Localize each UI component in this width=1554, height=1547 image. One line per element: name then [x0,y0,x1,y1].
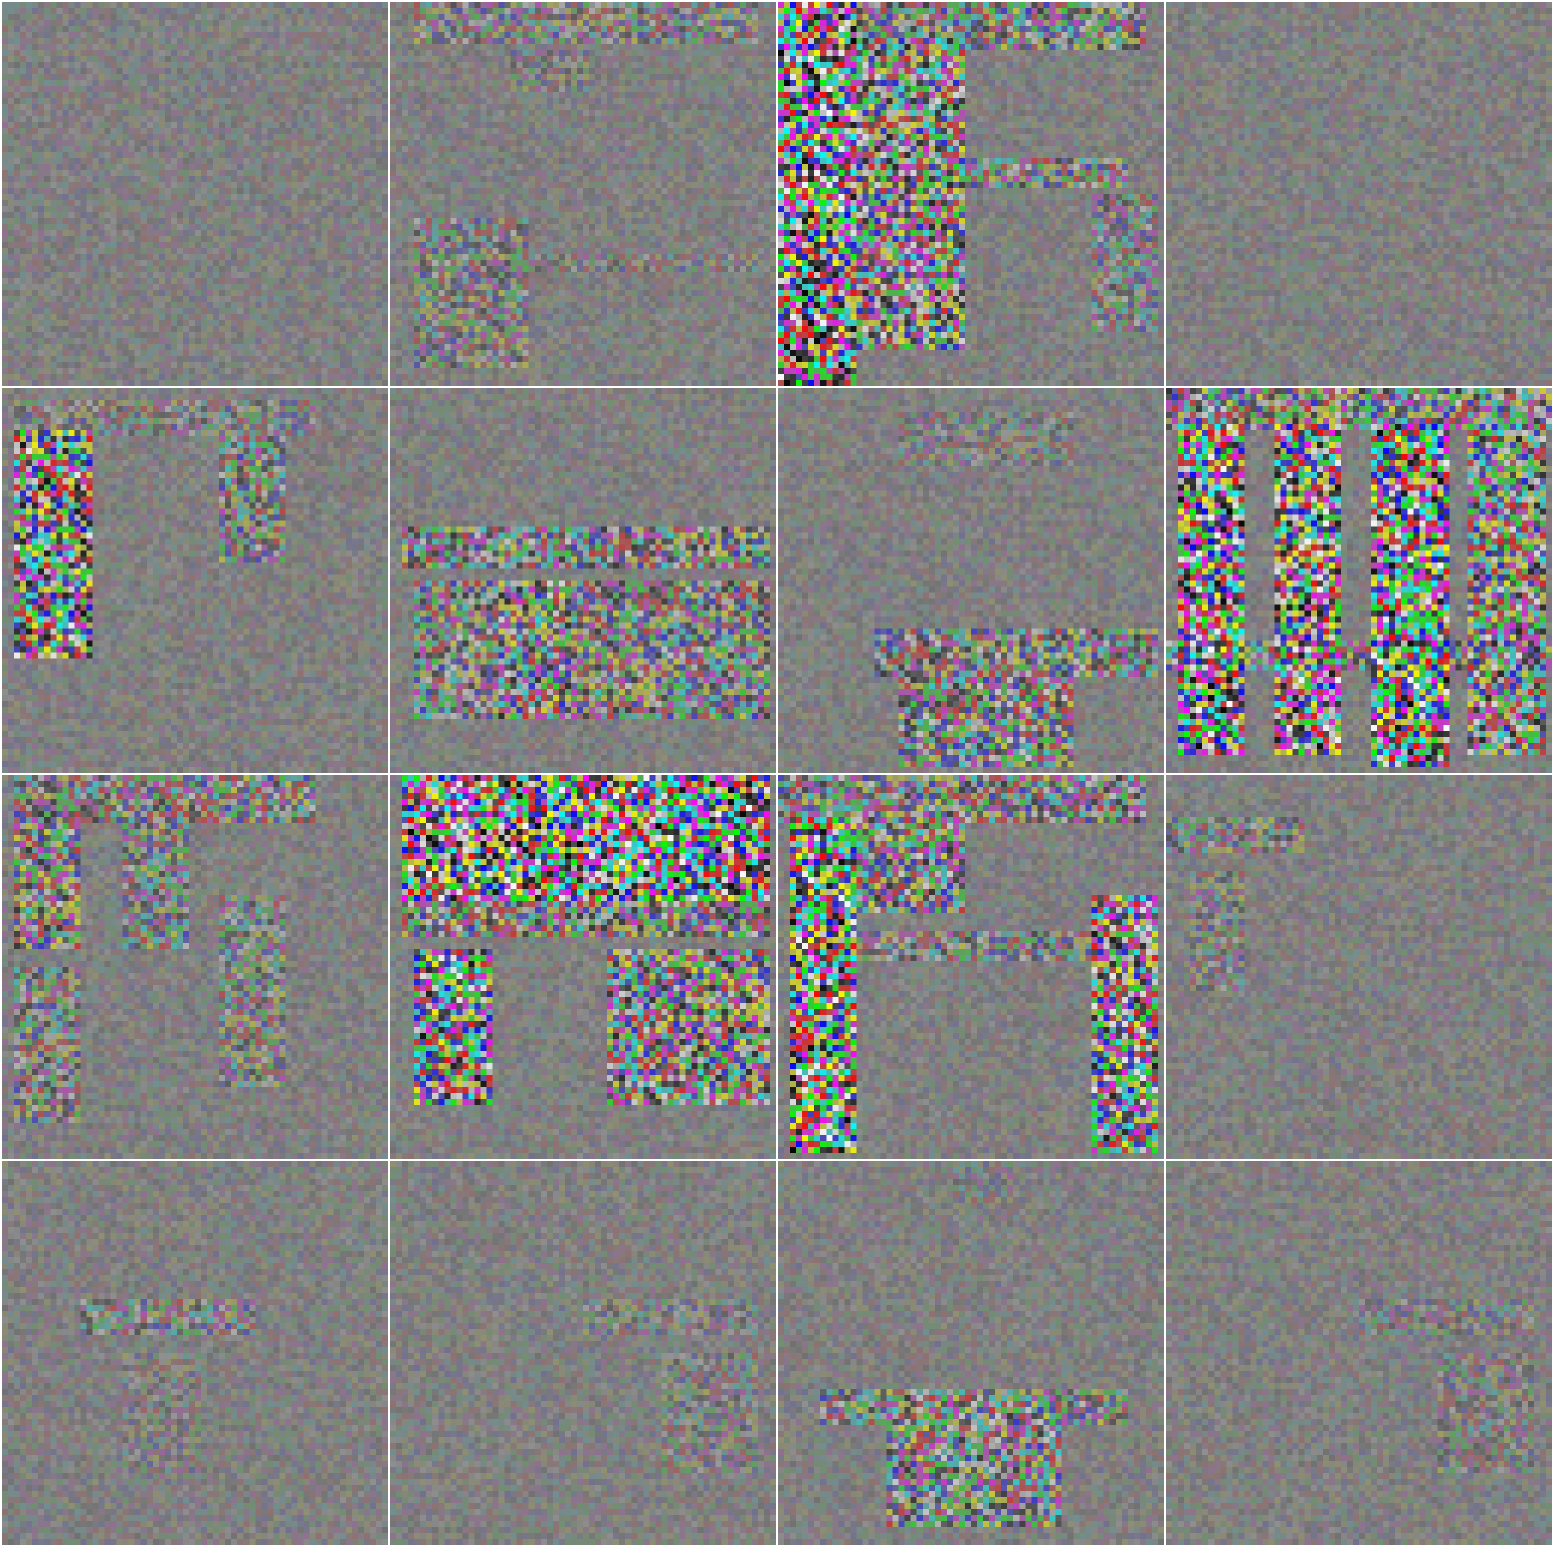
tile-image [2,1160,388,1545]
tile-image [390,1160,776,1545]
tile-r2-c4 [1166,388,1552,773]
tile-image [1166,2,1552,387]
tile-image [778,388,1164,773]
tile-r1-c2 [390,2,776,387]
tile-r1-c4 [1166,2,1552,387]
tile-image [390,2,776,387]
tile-image [1166,774,1552,1159]
tile-r1-c1 [2,2,388,387]
tile-r4-c3 [778,1160,1164,1545]
tile-r2-c3 [778,388,1164,773]
tile-image [390,774,776,1159]
tile-image [778,2,1164,387]
tile-r4-c1 [2,1160,388,1545]
tile-r4-c4 [1166,1160,1552,1545]
tile-image [2,388,388,773]
tile-r4-c2 [390,1160,776,1545]
tile-image [1166,1160,1552,1545]
tile-image [2,2,388,387]
tile-image [2,774,388,1159]
tile-r2-c2 [390,388,776,773]
tile-r1-c3 [778,2,1164,387]
tile-r3-c1 [2,774,388,1159]
tile-r2-c1 [2,388,388,773]
tile-image [390,388,776,773]
tile-r3-c4 [1166,774,1552,1159]
tile-image [1166,388,1552,773]
tile-image [778,1160,1164,1545]
tile-r3-c3 [778,774,1164,1159]
tile-r3-c2 [390,774,776,1159]
tile-image [778,774,1164,1159]
